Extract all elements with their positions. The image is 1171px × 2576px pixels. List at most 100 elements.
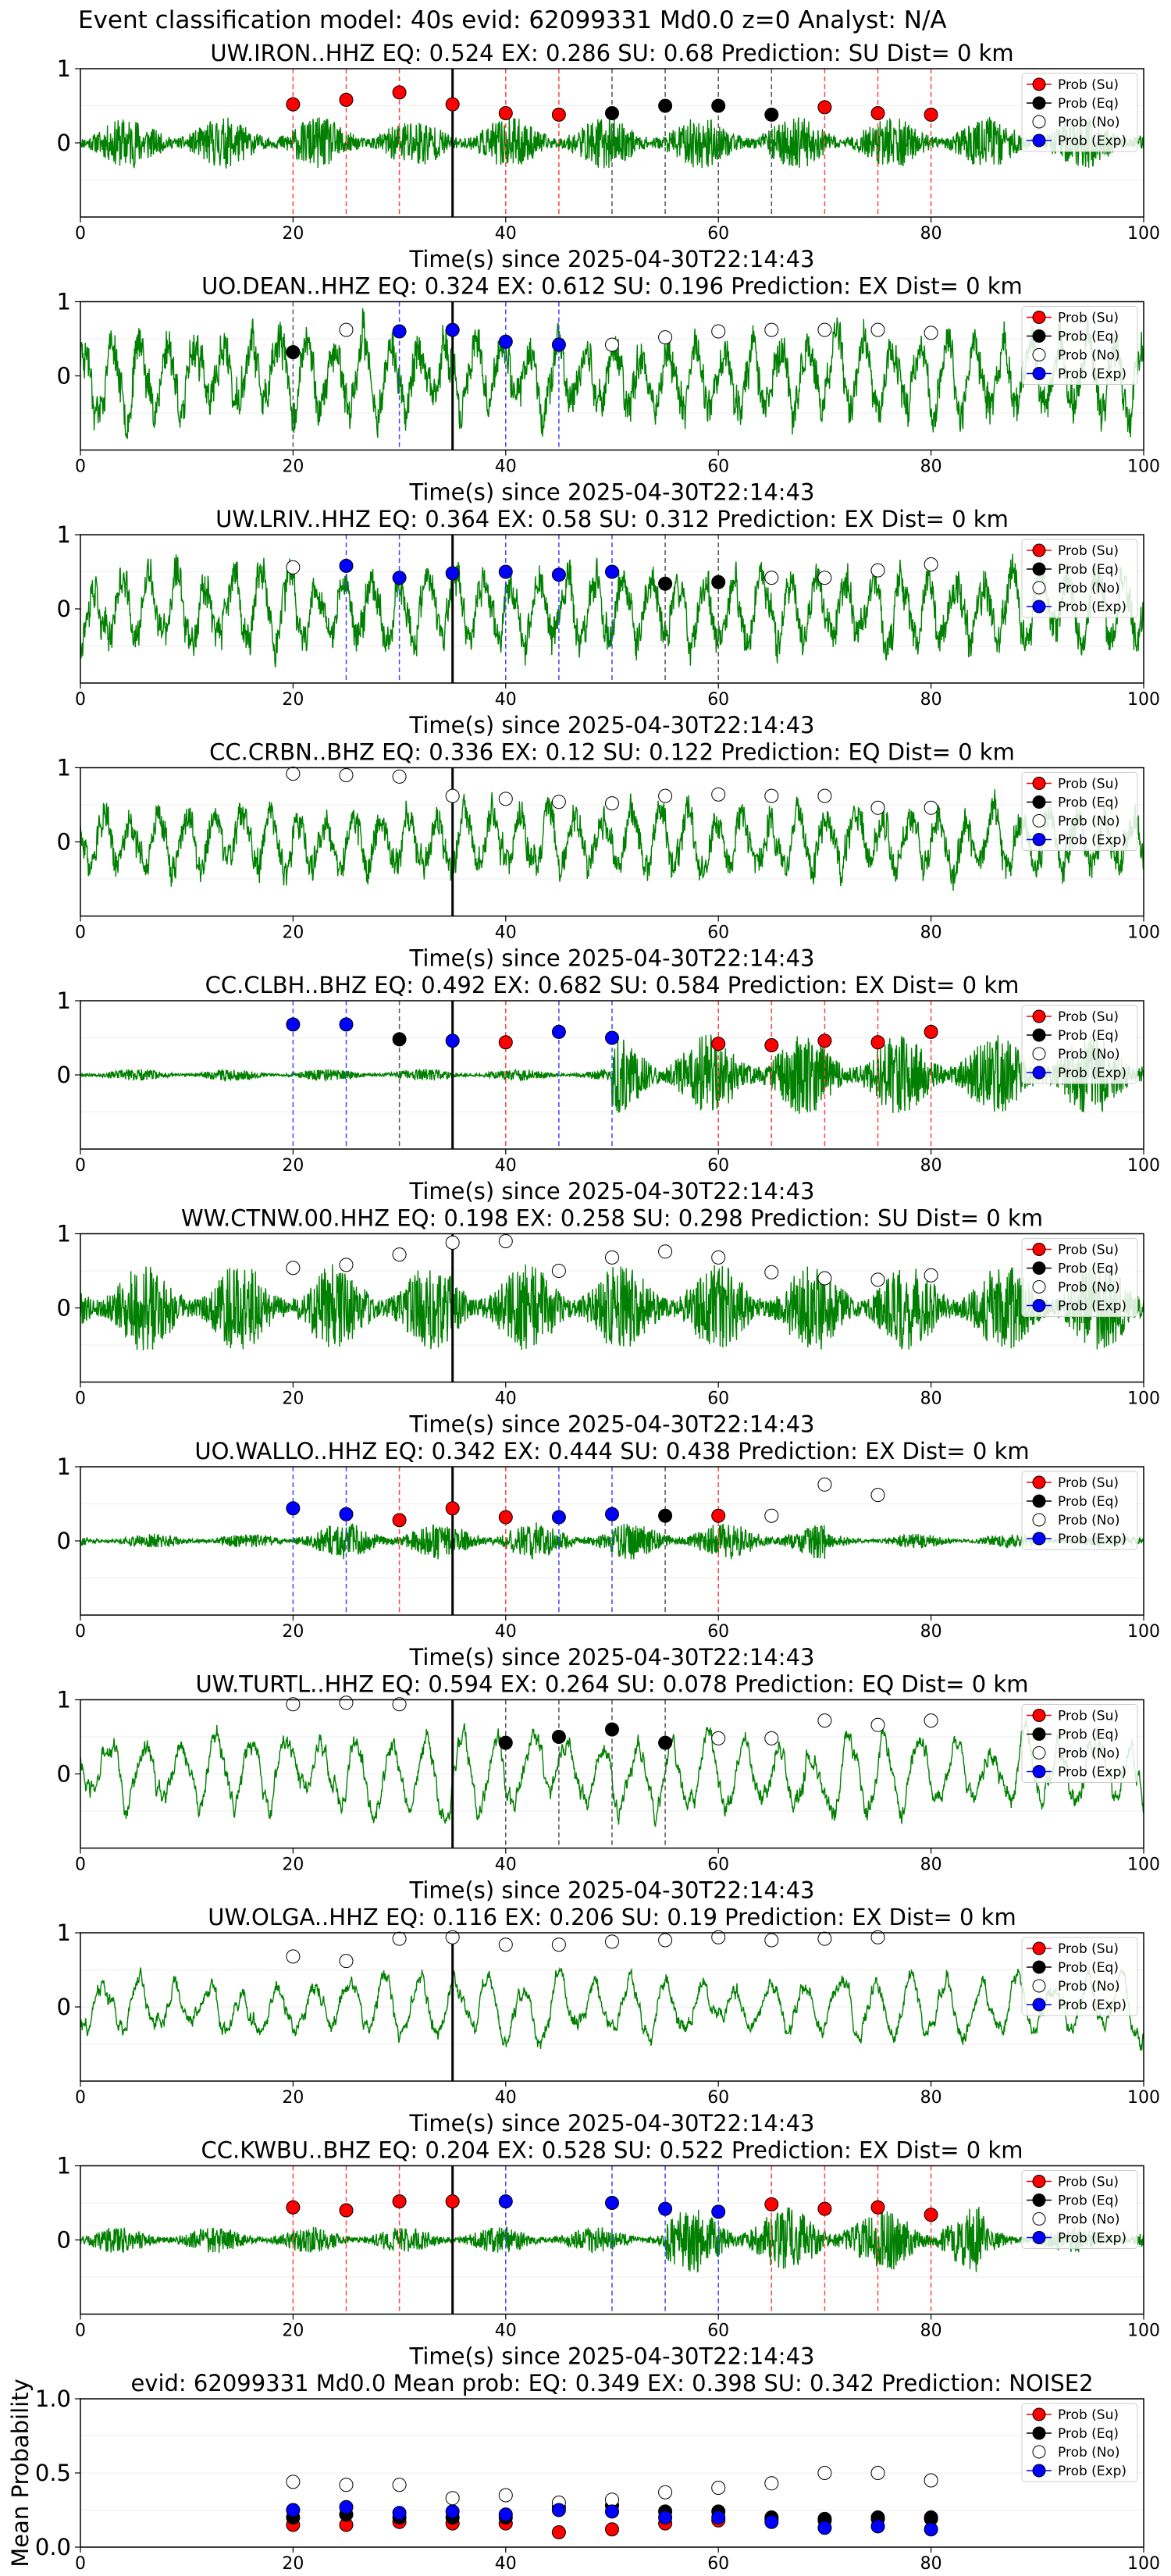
mean-point-su-6 bbox=[605, 2522, 619, 2537]
prob-point-8 bbox=[711, 1508, 726, 1523]
y-tick-label: 0 bbox=[57, 2227, 71, 2254]
panel-5-legend-label-su: Prob (Su) bbox=[1058, 1009, 1119, 1025]
prob-point-12 bbox=[924, 107, 938, 122]
panel-7-legend-label-eq: Prob (Eq) bbox=[1058, 1494, 1119, 1510]
panel-5-legend-label-no: Prob (No) bbox=[1058, 1047, 1120, 1062]
panel-5: CC.CLBH..BHZ EQ: 0.492 EX: 0.682 SU: 0.5… bbox=[57, 972, 1160, 1204]
prob-point-10 bbox=[870, 1035, 885, 1050]
prob-point-1 bbox=[339, 1017, 354, 1032]
panel-7-legend-marker-eq bbox=[1032, 1494, 1046, 1508]
y-tick-label: 1 bbox=[57, 521, 71, 548]
panel-1: UW.IRON..HHZ EQ: 0.524 EX: 0.286 SU: 0.6… bbox=[57, 40, 1160, 272]
panel-6-legend-label-no: Prob (No) bbox=[1058, 1280, 1120, 1296]
x-tick-label: 60 bbox=[707, 690, 729, 710]
prob-point-9 bbox=[764, 107, 779, 122]
panel-10-legend bbox=[1021, 2170, 1138, 2249]
panel-3-legend bbox=[1021, 539, 1138, 618]
prob-point-7 bbox=[658, 788, 673, 803]
prob-point-10 bbox=[817, 1271, 832, 1286]
prob-point-1 bbox=[339, 1954, 354, 1969]
panel-10-legend-label-no: Prob (No) bbox=[1058, 2212, 1120, 2228]
y-tick-label: 0 bbox=[57, 1062, 71, 1088]
mean-point-exp-0 bbox=[286, 2503, 301, 2517]
x-tick-label: 100 bbox=[1127, 224, 1160, 244]
prob-point-10 bbox=[817, 571, 832, 585]
prob-point-4 bbox=[498, 1937, 513, 1952]
y-tick-label: 1.0 bbox=[35, 2386, 71, 2412]
x-tick-label: 20 bbox=[282, 2088, 304, 2108]
panel-9-legend-label-su: Prob (Su) bbox=[1058, 1941, 1119, 1957]
panel-6-legend bbox=[1021, 1238, 1138, 1317]
waveform-trace bbox=[80, 1717, 1144, 1827]
prob-point-3 bbox=[445, 1501, 460, 1516]
panel-7-legend-label-exp: Prob (Exp) bbox=[1058, 1532, 1127, 1547]
prob-point-4 bbox=[498, 334, 513, 349]
panel-8-legend-marker-su bbox=[1032, 1709, 1046, 1722]
prob-point-1 bbox=[339, 1258, 354, 1272]
prob-point-8 bbox=[711, 575, 726, 589]
panel-9-legend-label-no: Prob (No) bbox=[1058, 1979, 1120, 1994]
panel-2-legend-marker-su bbox=[1032, 311, 1046, 324]
prob-point-6 bbox=[605, 1934, 619, 1949]
prob-point-0 bbox=[286, 345, 301, 360]
mean-point-exp-11 bbox=[870, 2519, 885, 2534]
mean-point-exp-12 bbox=[924, 2522, 938, 2537]
x-tick-label: 40 bbox=[495, 1389, 517, 1409]
y-tick-label: 0 bbox=[57, 130, 71, 156]
y-tick-label: 0 bbox=[57, 1528, 71, 1554]
x-axis-label: Time(s) since 2025-04-30T22:14:43 bbox=[409, 1411, 815, 1438]
prob-point-10 bbox=[817, 100, 832, 115]
x-tick-label: 0 bbox=[75, 2554, 86, 2574]
prob-point-10 bbox=[870, 1717, 885, 1732]
panel-title: evid: 62099331 Md0.0 Mean prob: EQ: 0.34… bbox=[130, 2370, 1093, 2396]
x-tick-label: 40 bbox=[495, 2088, 517, 2108]
prob-point-5 bbox=[551, 1024, 566, 1039]
prob-point-9 bbox=[764, 322, 779, 337]
mean-point-exp-3 bbox=[445, 2504, 460, 2519]
x-axis-label: Time(s) since 2025-04-30T22:14:43 bbox=[409, 712, 815, 738]
y-tick-label: 0.0 bbox=[35, 2534, 71, 2560]
x-tick-label: 20 bbox=[282, 1156, 304, 1176]
panel-4-legend-marker-exp bbox=[1032, 833, 1046, 846]
mean-point-no-4 bbox=[498, 2488, 513, 2503]
panel-8-legend-label-su: Prob (Su) bbox=[1058, 1709, 1119, 1724]
prob-point-6 bbox=[605, 1507, 619, 1521]
mean-point-no-2 bbox=[392, 2478, 407, 2492]
panel-1-legend bbox=[1021, 73, 1138, 152]
panel-8-legend-marker-eq bbox=[1032, 1727, 1046, 1741]
x-tick-label: 60 bbox=[707, 923, 729, 943]
y-tick-label: 0 bbox=[57, 1295, 71, 1322]
panel-9-legend-marker-no bbox=[1032, 1979, 1046, 1993]
prob-point-9 bbox=[764, 1933, 779, 1948]
x-tick-label: 0 bbox=[75, 1389, 86, 1409]
panel-7-legend-label-su: Prob (Su) bbox=[1058, 1475, 1119, 1491]
panel-5-legend-label-eq: Prob (Eq) bbox=[1058, 1028, 1119, 1044]
x-axis-label: Time(s) since 2025-04-30T22:14:43 bbox=[409, 246, 815, 272]
x-tick-label: 20 bbox=[282, 2554, 304, 2574]
prob-point-11 bbox=[924, 2208, 938, 2222]
panel-10: CC.KWBU..BHZ EQ: 0.204 EX: 0.528 SU: 0.5… bbox=[57, 2137, 1160, 2370]
x-tick-label: 80 bbox=[920, 690, 942, 710]
panel-10-legend-marker-exp bbox=[1032, 2231, 1046, 2244]
prob-point-7 bbox=[658, 576, 673, 591]
x-tick-label: 100 bbox=[1127, 690, 1160, 710]
x-tick-label: 80 bbox=[920, 2322, 942, 2341]
prob-point-6 bbox=[605, 337, 619, 352]
plot-area bbox=[80, 767, 1144, 916]
mean-point-su-5 bbox=[551, 2525, 566, 2539]
x-tick-label: 20 bbox=[282, 1389, 304, 1409]
panel-7-legend-marker-su bbox=[1032, 1475, 1046, 1489]
prob-point-11 bbox=[870, 1488, 885, 1503]
prob-point-6 bbox=[605, 796, 619, 811]
panel-4: CC.CRBN..BHZ EQ: 0.336 EX: 0.12 SU: 0.12… bbox=[57, 739, 1160, 972]
panel-3-legend-marker-exp bbox=[1032, 600, 1046, 614]
prob-point-5 bbox=[551, 107, 566, 122]
mean-point-no-11 bbox=[870, 2466, 885, 2480]
panel-1-legend-marker-no bbox=[1032, 115, 1046, 129]
prob-point-4 bbox=[551, 1730, 566, 1744]
x-tick-label: 80 bbox=[920, 224, 942, 244]
x-tick-label: 60 bbox=[707, 2322, 729, 2341]
y-tick-label: 1 bbox=[57, 55, 71, 82]
panel-3-legend-label-no: Prob (No) bbox=[1058, 581, 1120, 596]
